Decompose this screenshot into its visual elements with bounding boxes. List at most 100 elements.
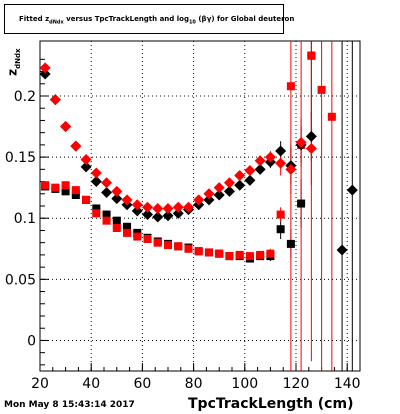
grid-layer (40, 41, 360, 371)
diamond-marker (142, 209, 154, 221)
square-marker (143, 235, 152, 243)
square-marker (204, 248, 213, 257)
y-tick-label: 0.2 (14, 89, 36, 105)
y-tick-label: 0.1 (14, 211, 36, 227)
square-marker (256, 250, 265, 259)
x-tick-label: 20 (31, 376, 49, 392)
x-tick-label: 40 (82, 376, 100, 392)
square-marker (307, 51, 316, 60)
diamond-marker (264, 151, 276, 163)
diamond-marker (254, 163, 266, 175)
diamond-marker (213, 182, 225, 194)
diamond-marker (305, 130, 317, 142)
x-tick-label: 100 (231, 376, 258, 392)
diamond-marker (39, 62, 51, 74)
title-mid: versus TpcTrackLength and log (66, 15, 189, 23)
diamond-marker (60, 121, 72, 133)
diamond-marker (90, 176, 102, 188)
y-tick-label: 0.15 (5, 150, 36, 166)
square-marker (102, 216, 111, 225)
square-marker (286, 82, 295, 91)
y-tick-label: 0.05 (5, 272, 36, 288)
diamond-marker (101, 187, 113, 199)
square-marker (82, 195, 91, 204)
diamond-marker (305, 143, 317, 155)
axis-layer: 20 40 60 80 100 120 140 0 0.05 0.1 0.15 0.2 (5, 58, 361, 392)
x-tick-label: 60 (133, 376, 151, 392)
title-z: z (45, 15, 50, 23)
diamond-marker (80, 154, 92, 166)
diamond-marker (275, 157, 287, 169)
square-marker (133, 232, 142, 241)
diamond-marker (213, 189, 225, 201)
marker-layer (39, 51, 358, 263)
square-marker (112, 224, 121, 232)
square-marker (41, 181, 50, 190)
diamond-marker (162, 210, 174, 222)
square-marker (123, 228, 132, 237)
y-axis-label: zdNdx (5, 40, 22, 80)
diamond-marker (234, 179, 246, 191)
diamond-marker (203, 188, 215, 200)
diamond-marker (336, 244, 348, 256)
diamond-marker (131, 199, 143, 211)
title-suffix: (βγ) for Global deuteron (198, 15, 295, 23)
x-tick-label: 80 (185, 376, 203, 392)
square-marker (266, 249, 275, 258)
diamond-marker (142, 201, 154, 213)
diamond-marker (193, 194, 205, 206)
diamond-marker (80, 161, 92, 173)
diamond-marker (111, 193, 123, 205)
square-marker (225, 252, 234, 261)
square-marker (276, 210, 285, 219)
y-axis-label-main: z (5, 68, 20, 76)
x-tick-label: 140 (334, 376, 361, 392)
diamond-marker (172, 201, 184, 213)
square-marker (71, 186, 80, 195)
diamond-marker (49, 94, 61, 106)
diamond-marker (295, 136, 307, 148)
diamond-marker (275, 145, 287, 157)
diamond-marker (346, 184, 358, 196)
title-z-sub: dNdx (49, 19, 64, 26)
x-axis-label: TpcTrackLength (cm) (188, 396, 354, 412)
square-marker (112, 216, 121, 225)
diamond-marker (111, 185, 123, 197)
square-marker (92, 204, 101, 213)
square-marker (184, 244, 193, 253)
square-marker (245, 252, 254, 261)
square-marker (123, 222, 132, 231)
square-marker (276, 225, 285, 234)
square-marker (164, 241, 172, 250)
diamond-marker (152, 202, 164, 214)
title-prefix: Fitted (19, 15, 43, 23)
square-marker (297, 199, 306, 208)
diamond-marker (244, 174, 256, 186)
square-marker (215, 249, 224, 258)
diamond-marker (223, 177, 235, 189)
diamond-marker (90, 167, 102, 179)
square-marker (61, 181, 70, 190)
y-tick-label: 0 (27, 333, 36, 349)
diamond-marker (121, 194, 133, 206)
square-marker (286, 239, 295, 248)
diamond-marker (131, 205, 143, 217)
square-marker (174, 242, 183, 251)
square-marker (92, 209, 101, 218)
square-marker (153, 238, 162, 247)
title-log-sub: 10 (188, 19, 196, 26)
chart-title: Fitted zdNdx versus TpcTrackLength and l… (4, 4, 294, 34)
timestamp-footer: Mon May 8 15:43:14 2017 (4, 400, 135, 410)
diamond-marker (39, 68, 51, 80)
x-tick-label: 120 (283, 376, 310, 392)
square-marker (327, 112, 336, 121)
diamond-marker (223, 185, 235, 197)
diamond-marker (70, 140, 82, 152)
diamond-marker (203, 194, 215, 206)
diamond-marker (101, 177, 113, 189)
diamond-marker (162, 202, 174, 214)
square-marker (51, 183, 60, 192)
diamond-marker (234, 169, 246, 181)
diamond-marker (152, 211, 164, 223)
